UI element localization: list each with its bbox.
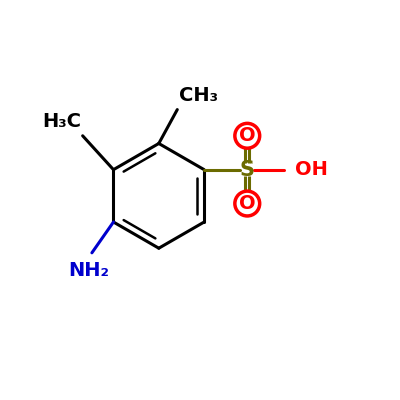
Text: S: S: [240, 160, 255, 180]
Text: O: O: [239, 194, 256, 213]
Text: NH₂: NH₂: [68, 260, 109, 280]
Text: H₃C: H₃C: [42, 112, 81, 131]
Text: O: O: [239, 126, 256, 145]
Text: CH₃: CH₃: [179, 86, 218, 105]
Text: OH: OH: [295, 160, 328, 179]
